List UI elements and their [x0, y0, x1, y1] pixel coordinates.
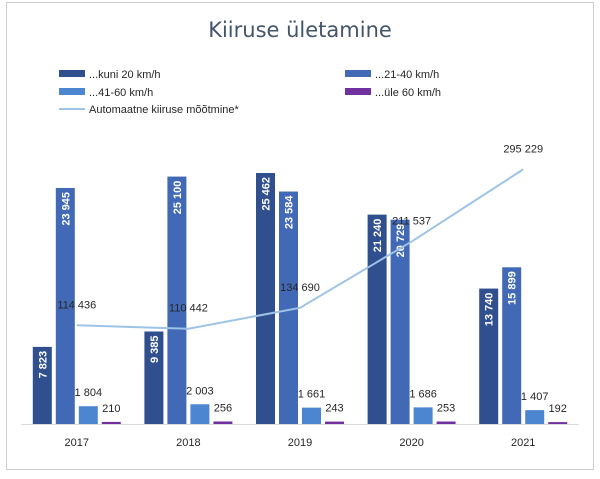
bar-s3-2017	[101, 421, 121, 424]
legend-label-series-0: ...kuni 20 km/h	[89, 69, 161, 81]
bar-label-s2-2019: 1 661	[298, 389, 326, 401]
bar-label-s3-2018: 256	[214, 402, 232, 414]
line-automaatne-kiiruse-mootmine	[76, 168, 524, 330]
bar-label-s0-2021: 13 740	[484, 293, 496, 327]
line-label-2021: 295 229	[503, 143, 543, 155]
bar-s2-2018	[190, 404, 210, 424]
bar-s3-2020	[436, 421, 456, 424]
x-tick-2018: 2018	[176, 437, 200, 449]
bar-s0-2020	[367, 214, 387, 424]
bar-s0-2017	[32, 346, 52, 424]
x-tick-2021: 2021	[511, 437, 535, 449]
legend-swatch-series-3	[345, 88, 371, 95]
line-label-2019: 134 690	[280, 282, 320, 294]
line-label-2017: 114 436	[57, 299, 96, 311]
bar-label-s0-2019: 25 462	[261, 177, 273, 211]
bar-s3-2021	[548, 422, 568, 424]
bar-s0-2019	[256, 173, 275, 424]
bar-label-s1-2020: 20 729	[395, 224, 407, 258]
bar-s2-2020	[413, 407, 433, 424]
bar-label-s2-2020: 1 686	[409, 388, 437, 400]
legend-label-series-1: ...21-40 km/h	[375, 69, 439, 81]
bar-s2-2019	[302, 407, 321, 424]
bar-s1-2017	[55, 187, 75, 424]
bar-s3-2018	[213, 421, 233, 424]
legend-swatch-series-1	[345, 70, 371, 77]
bar-s2-2021	[525, 410, 545, 424]
line-label-2018: 110 442	[169, 303, 208, 315]
legend-label-line: Automaatne kiiruse mõõtmine*	[89, 104, 240, 116]
bar-label-s3-2017: 210	[102, 403, 120, 415]
bar-s1-2020	[390, 219, 410, 424]
line-label-2020: 211 537	[392, 216, 431, 228]
bar-label-s1-2017: 23 945	[60, 192, 72, 226]
bar-s1-2019	[279, 191, 298, 424]
bar-s1-2021	[502, 267, 522, 424]
bar-label-s1-2018: 25 100	[172, 181, 184, 215]
bar-label-s1-2019: 23 584	[284, 195, 296, 230]
x-tick-2020: 2020	[399, 437, 423, 449]
chart-title: Kiiruse ületamine	[208, 18, 392, 42]
bar-label-s2-2017: 1 804	[75, 387, 103, 399]
legend-swatch-series-2	[59, 88, 85, 95]
x-tick-2017: 2017	[65, 437, 89, 449]
bar-label-s0-2017: 7 823	[37, 351, 49, 379]
legend-label-series-3: ...üle 60 km/h	[375, 87, 441, 99]
bar-label-s0-2018: 9 385	[149, 335, 161, 363]
legend-swatch-series-0	[59, 70, 85, 77]
bar-label-s2-2021: 1 407	[521, 391, 549, 403]
chart-frame: Kiiruse ületamine ...kuni 20 km/h ...21-…	[6, 2, 594, 470]
bar-label-s3-2019: 243	[325, 403, 343, 415]
bar-label-s1-2021: 15 899	[507, 271, 519, 305]
chart-svg: Kiiruse ületamine ...kuni 20 km/h ...21-…	[21, 18, 579, 449]
x-tick-2019: 2019	[288, 437, 312, 449]
bar-label-s3-2020: 253	[437, 403, 455, 415]
bar-label-s0-2020: 21 240	[372, 219, 384, 253]
bar-label-s2-2018: 2 003	[186, 385, 214, 397]
legend-label-series-2: ...41-60 km/h	[89, 87, 153, 99]
bar-s0-2021	[479, 288, 499, 424]
bar-s3-2019	[325, 421, 344, 424]
bar-label-s3-2021: 192	[549, 403, 567, 415]
bar-s0-2018	[144, 331, 164, 424]
bar-s1-2018	[167, 176, 187, 424]
bar-s2-2017	[78, 406, 98, 424]
legend: ...kuni 20 km/h ...21-40 km/h ...41-60 k…	[59, 69, 441, 116]
